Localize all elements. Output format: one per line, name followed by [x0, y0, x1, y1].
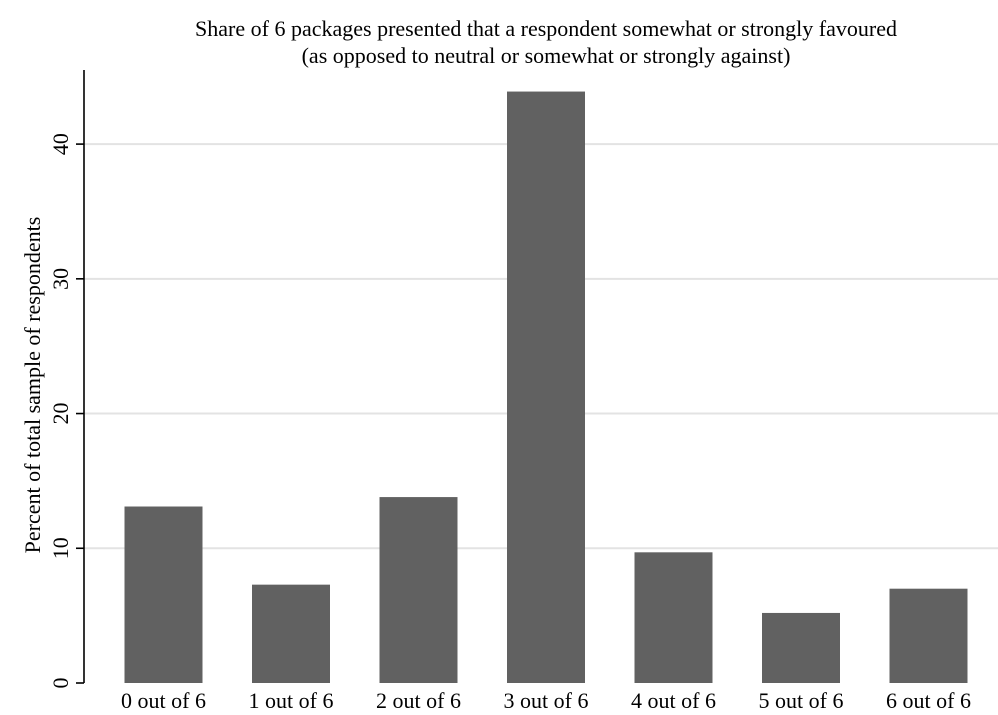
bar-3 [507, 91, 585, 684]
bar-4 [634, 552, 713, 683]
bars [124, 91, 968, 684]
bar-5 [762, 612, 840, 683]
y-tick-label: 0 [48, 678, 73, 689]
x-tick-label: 0 out of 6 [121, 688, 206, 713]
chart-subtitle: (as opposed to neutral or somewhat or st… [302, 43, 791, 68]
bar-2 [379, 497, 458, 683]
y-tick-label: 30 [48, 268, 73, 290]
x-tick-label: 2 out of 6 [376, 688, 461, 713]
bar-1 [252, 584, 330, 683]
x-tick-label: 4 out of 6 [631, 688, 716, 713]
x-ticks: 0 out of 6 1 out of 6 2 out of 6 3 out of 6… [121, 688, 971, 713]
y-axis-label: Percent of total sample of respondents [20, 217, 45, 554]
bar-0 [124, 506, 203, 683]
x-tick-label: 5 out of 6 [759, 688, 844, 713]
x-tick-label: 3 out of 6 [504, 688, 589, 713]
chart-title: Share of 6 packages presented that a res… [195, 16, 897, 41]
y-tick-label: 40 [48, 133, 73, 155]
y-tick-label: 10 [48, 537, 73, 559]
bar-6 [889, 588, 968, 683]
x-tick-label: 6 out of 6 [886, 688, 971, 713]
x-tick-label: 1 out of 6 [249, 688, 334, 713]
y-tick-label: 20 [48, 403, 73, 425]
y-ticks: 0 10 20 30 40 [48, 133, 84, 689]
